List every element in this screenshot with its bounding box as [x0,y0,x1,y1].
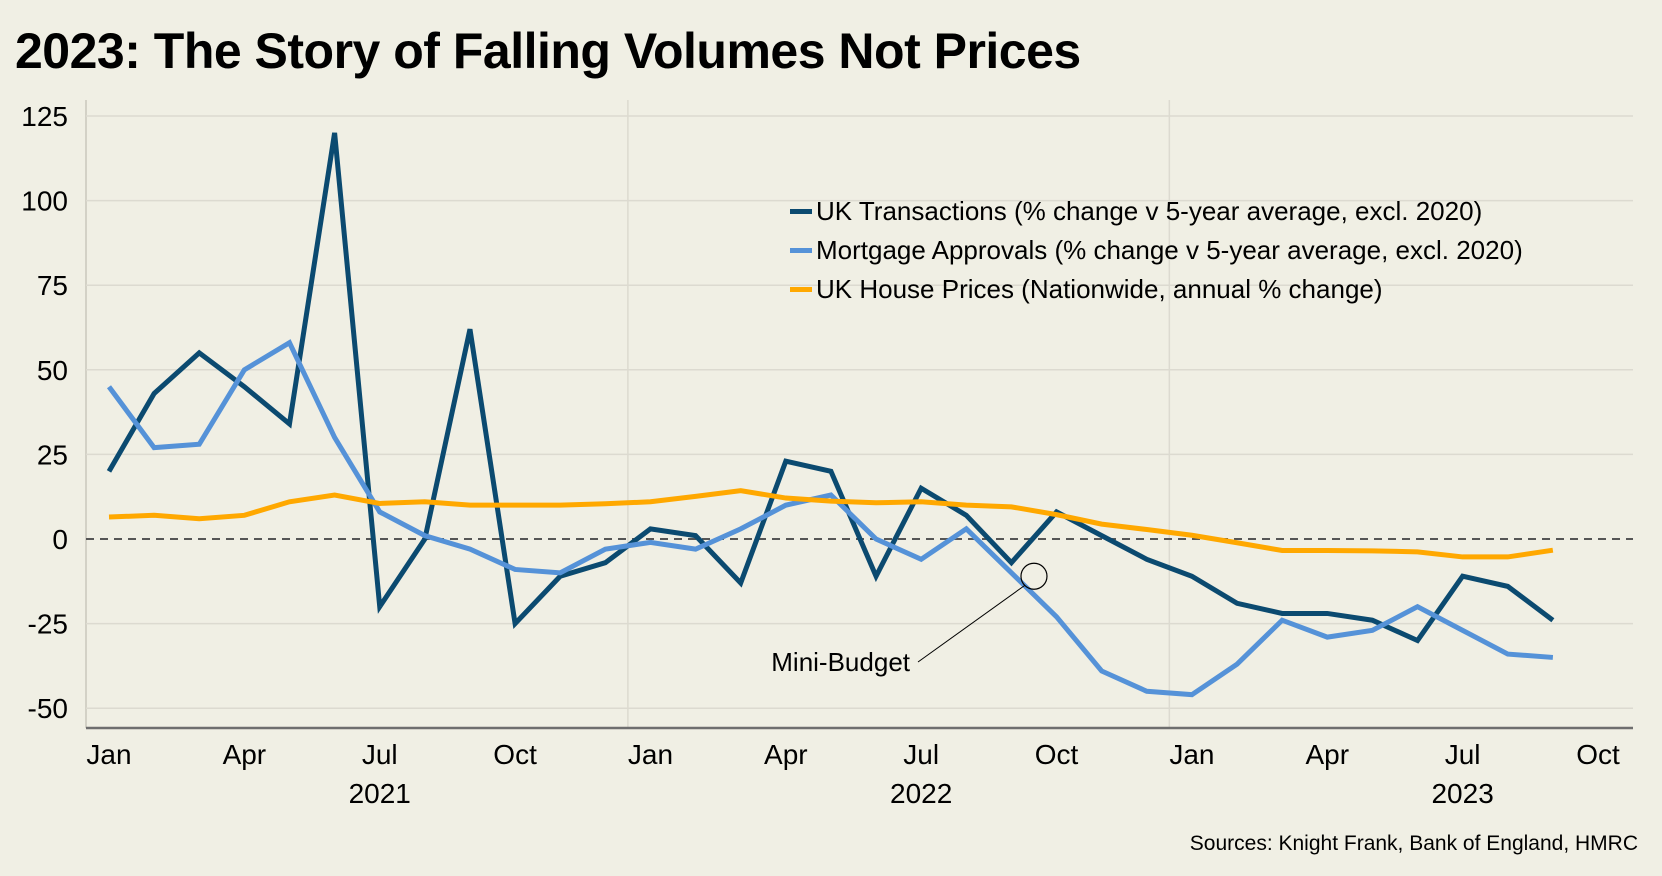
annotation-label: Mini-Budget [771,647,911,677]
y-tick-label: 0 [52,524,68,555]
source-note: Sources: Knight Frank, Bank of England, … [1189,832,1638,855]
legend-item-transactions: UK Transactions (% change v 5-year avera… [790,192,1523,231]
annotation-leader [917,584,1026,663]
annotation-circle [1020,562,1048,590]
x-tick-label: Jan [86,739,131,770]
series-line-transactions [106,132,1555,644]
legend-swatch-transactions [790,209,812,214]
x-year-label: 2022 [890,778,952,809]
legend-label: UK House Prices (Nationwide, annual % ch… [816,274,1383,304]
legend-swatch-prices [790,287,812,292]
x-tick-label: Apr [223,739,267,770]
x-year-label: 2023 [1431,778,1493,809]
legend-label: UK Transactions (% change v 5-year avera… [816,196,1483,226]
x-tick-label: Jan [628,739,673,770]
chart-title: 2023: The Story of Falling Volumes Not P… [15,23,1081,79]
y-tick-label: 25 [37,439,68,470]
y-tick-label: 75 [37,270,68,301]
x-tick-label: Jan [1169,739,1214,770]
annotations: Mini-Budget [771,562,1048,677]
y-tick-label: -25 [28,609,68,640]
x-tick-label: Apr [1305,739,1349,770]
series-line-mortgage [106,339,1554,698]
x-tick-label: Jul [1445,739,1481,770]
legend: UK Transactions (% change v 5-year avera… [790,192,1523,309]
legend-label: Mortgage Approvals (% change v 5-year av… [816,235,1523,265]
y-tick-label: -50 [28,693,68,724]
y-axis-ticks: 125 100 75 50 25 0 -25 -50 [21,101,68,724]
legend-item-prices: UK House Prices (Nationwide, annual % ch… [790,270,1523,309]
series-lines [106,132,1555,698]
legend-item-mortgage: Mortgage Approvals (% change v 5-year av… [790,231,1523,270]
legend-swatch-mortgage [790,248,812,253]
x-axis-ticks: Jan Apr Jul Oct Jan Apr Jul Oct Jan Apr Jul Oct 2021… [86,739,1620,809]
x-tick-label: Oct [493,739,537,770]
x-tick-label: Oct [1576,739,1620,770]
y-tick-label: 125 [21,101,68,132]
y-tick-label: 100 [21,186,68,217]
x-tick-label: Jul [903,739,939,770]
series-line-prices [108,488,1554,560]
y-tick-label: 50 [37,355,68,386]
x-year-label: 2021 [349,778,411,809]
x-tick-label: Apr [764,739,808,770]
x-tick-label: Oct [1035,739,1079,770]
x-tick-label: Jul [362,739,398,770]
